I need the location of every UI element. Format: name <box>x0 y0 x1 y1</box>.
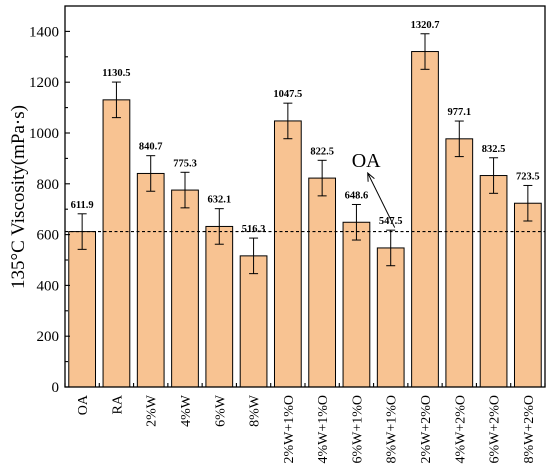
x-tick-label: 2%W <box>145 394 160 427</box>
data-label: 840.7 <box>139 142 163 153</box>
bar <box>376 247 405 388</box>
bar <box>205 225 234 388</box>
x-tick-label: 4%W <box>179 394 194 427</box>
x-tick-label: 4%W+1%O <box>316 395 331 464</box>
x-tick-label: 2%W+1%O <box>282 395 297 464</box>
x-tick-label: 8%W <box>248 394 263 427</box>
x-tick-label: OA <box>76 394 91 415</box>
data-label: 822.5 <box>310 146 334 157</box>
x-tick-label: 2%W+2%O <box>419 395 434 464</box>
x-tick-label: 8%W+2%O <box>522 395 537 464</box>
data-label: 723.5 <box>516 171 540 182</box>
bar <box>239 255 268 388</box>
data-label: 832.5 <box>482 144 506 155</box>
data-label: 1130.5 <box>102 68 130 79</box>
data-label: 648.6 <box>345 190 369 201</box>
y-tick-label: 400 <box>37 278 60 294</box>
bar <box>308 177 337 388</box>
y-tick-label: 0 <box>52 380 60 396</box>
bar <box>342 221 371 388</box>
x-tick-label: 4%W+2%O <box>453 395 468 464</box>
data-label: 1047.5 <box>273 89 302 100</box>
data-label: 977.1 <box>447 107 471 118</box>
bar <box>136 172 165 388</box>
bar <box>479 175 508 388</box>
y-tick-label: 600 <box>37 228 60 244</box>
data-label: 611.9 <box>71 200 94 211</box>
y-tick-label: 800 <box>37 177 60 193</box>
y-axis-label: 135°C Viscosity(mPa·s) <box>8 105 29 289</box>
oa-annotation-text: OA <box>352 150 381 172</box>
y-tick-label: 1400 <box>29 24 59 40</box>
bar <box>445 138 474 388</box>
y-tick-label: 1200 <box>29 75 59 91</box>
labels-layer: 611.9 OA 1130.5 RA 840.7 2%W 775.3 4%W 632.1 6%W 5… <box>29 20 540 464</box>
bar <box>273 120 302 388</box>
bar <box>411 51 439 388</box>
annotation-layer: OA <box>352 150 396 228</box>
x-tick-label: 6%W <box>213 394 228 427</box>
data-label: 1320.7 <box>411 20 440 31</box>
x-tick-label: 6%W+1%O <box>350 395 365 464</box>
bar <box>102 99 131 388</box>
bar <box>68 231 97 388</box>
bar <box>513 202 542 388</box>
y-tick-label: 1000 <box>29 126 59 142</box>
x-tick-label: 8%W+1%O <box>385 395 400 464</box>
x-tick-label: RA <box>110 394 125 414</box>
x-tick-label: 6%W+2%O <box>488 395 503 464</box>
bars-layer <box>68 33 542 388</box>
data-label: 775.3 <box>173 158 197 169</box>
oa-annotation-arrow <box>367 171 396 228</box>
data-label: 632.1 <box>207 195 231 206</box>
y-tick-label: 200 <box>37 329 60 345</box>
data-label: 516.3 <box>242 224 266 235</box>
data-label: 547.5 <box>379 216 403 227</box>
bar <box>171 189 199 388</box>
axes-layer <box>64 5 546 388</box>
